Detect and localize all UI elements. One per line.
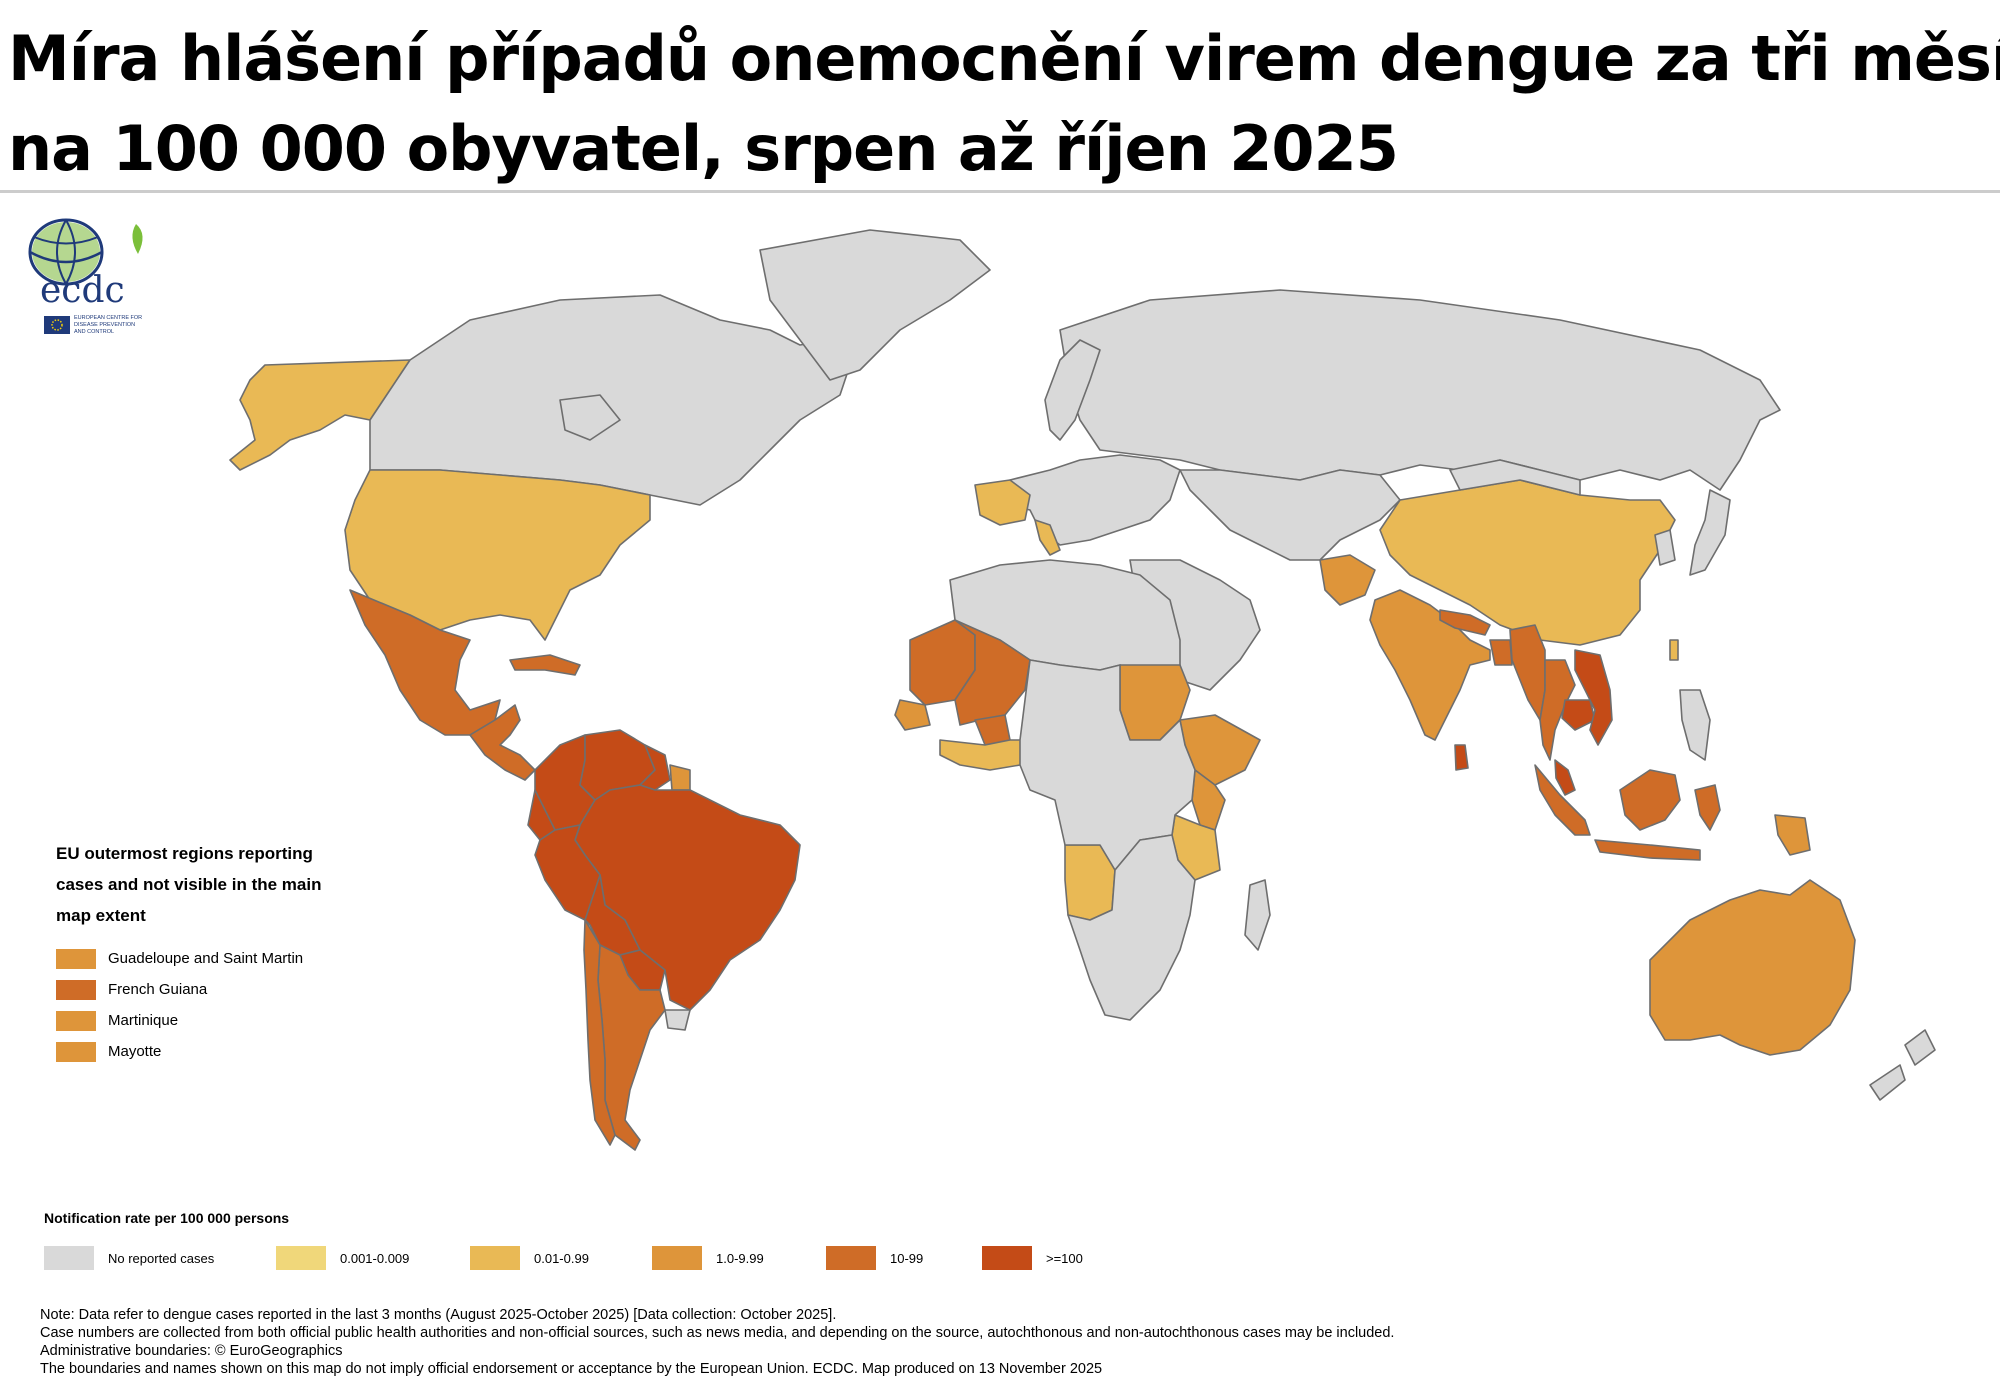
region-java bbox=[1594, 839, 1701, 861]
legend-swatch bbox=[276, 1246, 326, 1270]
logo-acronym: ecdc bbox=[40, 270, 125, 311]
region-vietnam bbox=[1574, 649, 1613, 746]
eu-item-martinique: Martinique bbox=[56, 1005, 386, 1036]
eu-swatch bbox=[56, 979, 96, 1000]
region-nepal bbox=[1439, 609, 1491, 636]
world-map bbox=[229, 229, 1936, 1151]
region-suriname bbox=[669, 764, 691, 791]
region-uruguay bbox=[664, 1009, 691, 1031]
region-borneo bbox=[1619, 769, 1681, 831]
region-united-states bbox=[344, 469, 651, 641]
legend-swatch bbox=[982, 1246, 1032, 1270]
region-bangladesh bbox=[1489, 639, 1513, 666]
legend-item-c4: 10-99 bbox=[826, 1246, 923, 1270]
legend-item-c3: 1.0-9.99 bbox=[652, 1246, 764, 1270]
eu-item-mayotte: Mayotte bbox=[56, 1036, 386, 1067]
eu-swatch bbox=[56, 1041, 96, 1062]
region-central-asia bbox=[1179, 469, 1401, 561]
region-japan bbox=[1689, 489, 1731, 576]
region-cuba bbox=[509, 654, 581, 676]
region-mexico bbox=[349, 589, 501, 736]
legend-item-c1: 0.001-0.009 bbox=[276, 1246, 409, 1270]
map-notes: Note: Data refer to dengue cases reporte… bbox=[40, 1306, 1940, 1378]
legend-item-c5: >=100 bbox=[982, 1246, 1083, 1270]
region-philippines bbox=[1679, 689, 1711, 761]
region-korea bbox=[1654, 529, 1676, 566]
region-papua-new-guinea bbox=[1774, 814, 1811, 856]
legend-swatch bbox=[826, 1246, 876, 1270]
region-senegal bbox=[894, 699, 931, 731]
note-line: The boundaries and names shown on this m… bbox=[40, 1361, 1103, 1377]
ecdc-logo: ecdc EUROPEAN CENTRE FOR DISEASE PREVENT… bbox=[18, 212, 168, 342]
legend-swatch bbox=[470, 1246, 520, 1270]
region-greenland bbox=[759, 229, 991, 381]
svg-text:EUROPEAN CENTRE FOR: EUROPEAN CENTRE FOR bbox=[74, 315, 142, 321]
region-thailand bbox=[1539, 659, 1576, 761]
region-sulawesi bbox=[1694, 784, 1721, 831]
region-afghanistan bbox=[1319, 554, 1376, 606]
note-line: Administrative boundaries: © EuroGeograp… bbox=[40, 1343, 343, 1359]
region-alaska bbox=[229, 359, 411, 471]
legend-swatch bbox=[652, 1246, 702, 1270]
region-sri-lanka bbox=[1454, 744, 1469, 771]
eu-item-french-guiana: French Guiana bbox=[56, 974, 386, 1005]
region-taiwan bbox=[1669, 639, 1679, 661]
title-line-2: na 100 000 obyvatel, srpen až říjen 2025 bbox=[8, 112, 1399, 185]
region-india bbox=[1369, 589, 1491, 741]
region-southern-africa bbox=[1067, 834, 1196, 1021]
region-france bbox=[974, 479, 1031, 526]
region-new-zealand bbox=[1869, 1029, 1936, 1101]
region-central-america bbox=[469, 704, 536, 781]
eu-outermost-panel: EU outermost regions reporting cases and… bbox=[56, 838, 386, 1067]
region-cambodia bbox=[1561, 699, 1596, 731]
ecdc-globe-icon: ecdc EUROPEAN CENTRE FOR DISEASE PREVENT… bbox=[28, 218, 143, 335]
legend-item-c2: 0.01-0.99 bbox=[470, 1246, 589, 1270]
region-australia bbox=[1649, 879, 1856, 1056]
legend-title: Notification rate per 100 000 persons bbox=[44, 1210, 290, 1226]
svg-text:AND CONTROL: AND CONTROL bbox=[74, 329, 114, 335]
svg-text:DISEASE PREVENTION: DISEASE PREVENTION bbox=[74, 322, 135, 328]
note-line: Note: Data refer to dengue cases reporte… bbox=[40, 1307, 837, 1323]
region-china bbox=[1379, 479, 1676, 646]
region-canada bbox=[369, 294, 851, 506]
region-italy bbox=[1034, 519, 1061, 556]
map-title: Míra hlášení případů onemocnění virem de… bbox=[8, 14, 2000, 194]
region-scandinavia bbox=[1044, 339, 1101, 441]
region-sumatra bbox=[1534, 764, 1591, 836]
eu-swatch bbox=[56, 1010, 96, 1031]
eu-outermost-title: EU outermost regions reporting cases and… bbox=[56, 844, 322, 925]
map-legend: Notification rate per 100 000 persons No… bbox=[44, 1210, 1744, 1276]
region-mongolia bbox=[1449, 459, 1581, 496]
region-central-africa bbox=[1019, 659, 1196, 871]
region-madagascar bbox=[1244, 879, 1271, 951]
eu-item-guadeloupe: Guadeloupe and Saint Martin bbox=[56, 943, 386, 974]
legend-swatch bbox=[44, 1246, 94, 1270]
title-line-1: Míra hlášení případů onemocnění virem de… bbox=[8, 22, 2000, 95]
eu-swatch bbox=[56, 948, 96, 969]
region-russia bbox=[1059, 289, 1781, 491]
region-myanmar bbox=[1509, 624, 1546, 721]
region-west-africa-coast bbox=[939, 739, 1026, 771]
note-line: Case numbers are collected from both off… bbox=[40, 1325, 1395, 1341]
title-divider bbox=[0, 190, 2000, 193]
region-chile bbox=[583, 919, 616, 1146]
region-malaysia bbox=[1554, 759, 1576, 796]
legend-item-none: No reported cases bbox=[44, 1246, 214, 1270]
